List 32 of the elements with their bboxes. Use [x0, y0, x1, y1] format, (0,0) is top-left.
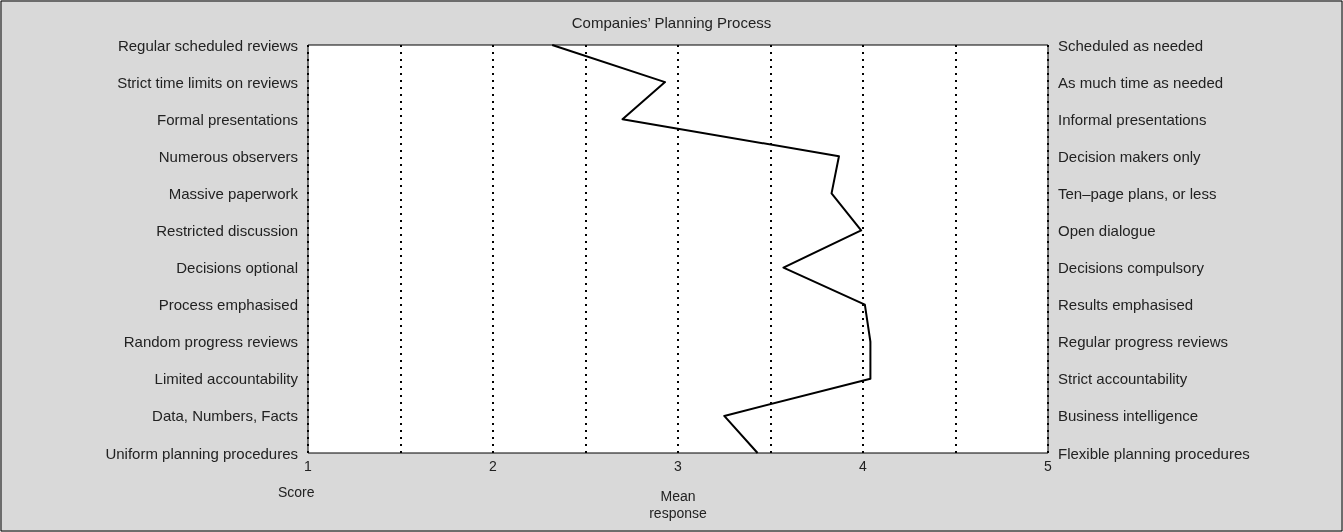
y2-tick-label: Informal presentations	[1058, 110, 1207, 128]
y2-tick-label: Strict accountability	[1058, 370, 1188, 388]
y-tick-label: Process emphasised	[158, 296, 298, 314]
y-tick-label: Regular scheduled reviews	[117, 36, 298, 54]
y-tick-label: Strict time limits on reviews	[117, 73, 298, 91]
chart-title: Companies’ Planning Process	[571, 14, 772, 31]
y2-tick-label: Decisions compulsory	[1058, 259, 1205, 277]
y-tick-label: Restricted discussion	[156, 221, 298, 239]
y2-tick-label: Regular progress reviews	[1058, 333, 1229, 351]
y-tick-label: Formal presentations	[157, 110, 298, 128]
y-tick-label: Massive paperwork	[168, 184, 299, 202]
y-tick-label: Uniform planning procedures	[105, 444, 298, 462]
x-tick-label: 3	[674, 458, 683, 474]
y2-tick-label: Ten–page plans, or less	[1058, 184, 1217, 202]
y2-tick-label: Results emphasised	[1058, 296, 1194, 314]
y2-tick-label: Flexible planning procedures	[1058, 444, 1250, 462]
x-tick-label: 4	[859, 458, 868, 474]
text: Score	[278, 484, 315, 500]
y-tick-label: Data, Numbers, Facts	[152, 407, 298, 425]
x-axis-title: Mean response	[649, 487, 708, 521]
y2-tick-label: Decision makers only	[1058, 147, 1202, 165]
y-tick-label: Decisions optional	[176, 259, 298, 277]
x-tick-label: 2	[489, 458, 498, 474]
y2-tick-label: Business intelligence	[1058, 407, 1199, 425]
y-tick-label: Limited accountability	[154, 370, 299, 388]
y2-tick-label: Scheduled as needed	[1058, 36, 1204, 54]
y-tick-label: Random progress reviews	[123, 333, 298, 351]
x-tick-label: 1	[304, 458, 313, 474]
y2-tick-label: As much time as needed	[1058, 73, 1224, 91]
y2-tick-label: Open dialogue	[1058, 221, 1156, 239]
x-tick-label: 5	[1044, 458, 1053, 474]
y-tick-label: Numerous observers	[158, 147, 298, 165]
